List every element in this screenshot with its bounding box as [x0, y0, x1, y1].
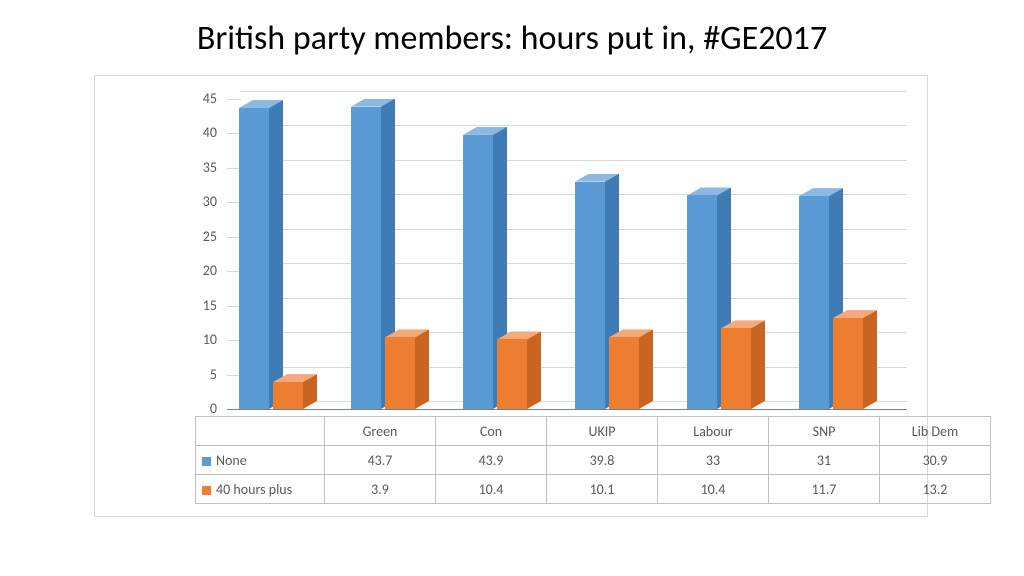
legend-label: 40 hours plus	[216, 481, 292, 498]
axis-baseline	[227, 409, 907, 410]
chart-bar	[833, 310, 877, 409]
bar-side	[415, 329, 429, 409]
page-title: British party members: hours put in, #GE…	[0, 18, 1024, 59]
chart-bar	[273, 374, 317, 409]
category-label: Green	[325, 417, 436, 446]
plot-area: 051015202530354045	[227, 91, 907, 409]
bar-side	[639, 329, 653, 409]
table-cell: 11.7	[769, 475, 880, 504]
chart-bar	[609, 329, 653, 409]
chart-container: 051015202530354045 GreenConUKIPLabourSNP…	[94, 75, 928, 517]
chart-bar	[721, 320, 765, 409]
y-tick-label: 25	[187, 228, 217, 245]
legend-cell: 40 hours plus	[196, 475, 325, 504]
category-label: Con	[436, 417, 547, 446]
legend-swatch	[202, 457, 211, 466]
bar-side	[269, 100, 283, 409]
bar-side	[527, 331, 541, 409]
data-table: GreenConUKIPLabourSNPLib Dem None 43.743.9…	[195, 416, 991, 504]
legend-label: None	[216, 452, 247, 469]
table-cell: 10.4	[436, 475, 547, 504]
y-tick-label: 5	[187, 366, 217, 383]
y-tick-label: 40	[187, 124, 217, 141]
table-cell: 43.9	[436, 446, 547, 475]
table-cell: 30.9	[880, 446, 991, 475]
gridline	[241, 125, 907, 126]
table-cell: 10.4	[658, 475, 769, 504]
table-cell: 13.2	[880, 475, 991, 504]
bar-side	[751, 320, 765, 409]
table-cell: 3.9	[325, 475, 436, 504]
table-cell: 43.7	[325, 446, 436, 475]
table-cell: 39.8	[547, 446, 658, 475]
y-tick-label: 45	[187, 90, 217, 107]
bar-side	[863, 310, 877, 409]
legend-cell: None	[196, 446, 325, 475]
y-tick-label: 15	[187, 297, 217, 314]
chart-bar	[239, 100, 283, 409]
category-label: Labour	[658, 417, 769, 446]
table-cell: 10.1	[547, 475, 658, 504]
y-tick-label: 35	[187, 159, 217, 176]
table-corner	[196, 417, 325, 446]
category-label: Lib Dem	[880, 417, 991, 446]
y-tick-label: 30	[187, 193, 217, 210]
y-tick-label: 10	[187, 331, 217, 348]
legend-swatch	[202, 486, 211, 495]
chart-bar	[385, 329, 429, 409]
category-label: SNP	[769, 417, 880, 446]
y-tick-label: 20	[187, 262, 217, 279]
y-tick-label: 0	[187, 400, 217, 417]
table-cell: 31	[769, 446, 880, 475]
table-cell: 33	[658, 446, 769, 475]
category-label: UKIP	[547, 417, 658, 446]
gridline	[241, 160, 907, 161]
gridline	[241, 91, 907, 92]
chart-bar	[497, 331, 541, 409]
